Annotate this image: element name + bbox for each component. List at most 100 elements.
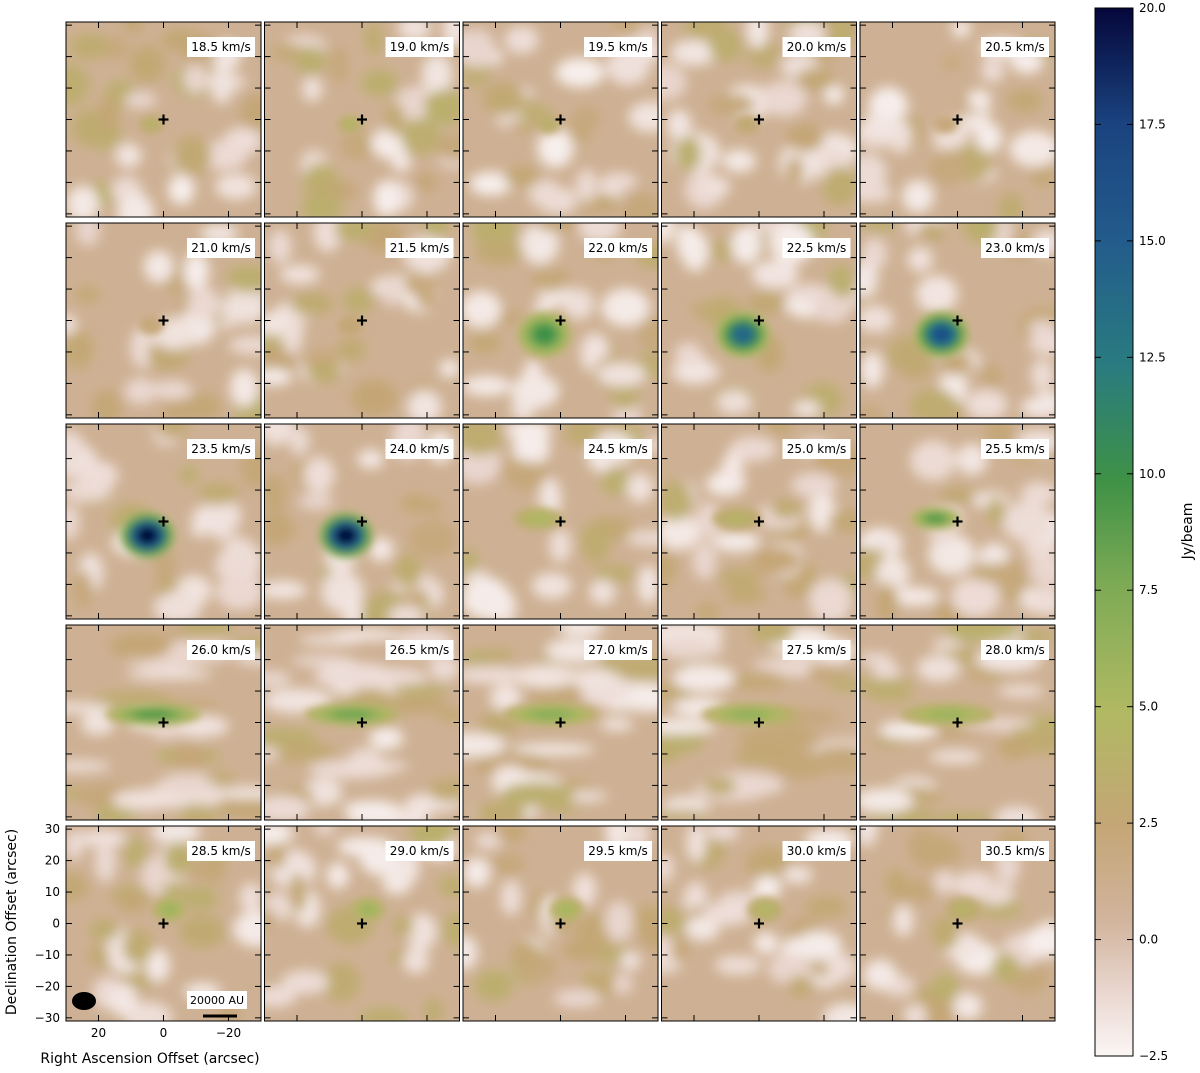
channel-panel: 19.0 km/s <box>264 21 460 218</box>
panel-ticks <box>661 826 857 1021</box>
velocity-label: 30.5 km/s <box>985 844 1044 858</box>
scale-bar-label-box <box>187 991 247 1009</box>
noise-texture <box>463 22 658 217</box>
velocity-label: 28.0 km/s <box>985 643 1044 657</box>
velocity-label: 20.5 km/s <box>985 40 1044 54</box>
source-marker <box>357 114 367 125</box>
velocity-label: 22.0 km/s <box>588 241 647 255</box>
channel-panel: 21.0 km/s <box>65 222 262 419</box>
emission-blob <box>716 311 770 358</box>
scale-bar-label: 20000 AU <box>190 994 244 1007</box>
velocity-label-box <box>981 439 1049 459</box>
emission-blob <box>502 703 599 726</box>
emission-blob <box>319 512 373 559</box>
source-marker <box>952 114 963 125</box>
channel-panel: 20.0 km/s <box>661 21 857 218</box>
channel-panel: 24.0 km/s <box>264 423 460 620</box>
channel-panel: 30.0 km/s <box>661 825 857 1022</box>
emission-blob <box>350 897 386 922</box>
channel-panel: 28.5 km/s 20 0 −20 30 20 10 0 −10 −20 −30 20000 AU <box>35 822 262 1040</box>
panel-ticks <box>463 826 658 1021</box>
emission-blob <box>945 897 982 922</box>
source-marker <box>158 315 169 326</box>
velocity-label: 23.5 km/s <box>191 442 250 456</box>
panel-ticks <box>661 223 857 418</box>
x-tick-label: 20 <box>91 1026 106 1040</box>
velocity-label-box <box>981 238 1049 258</box>
source-marker <box>754 516 764 527</box>
velocity-label: 21.5 km/s <box>390 241 449 255</box>
beam-ellipse <box>72 992 96 1010</box>
source-marker <box>555 918 566 929</box>
channel-panel: 21.5 km/s <box>264 222 460 419</box>
velocity-label-box <box>981 640 1049 660</box>
channel-panel: 23.0 km/s <box>859 222 1056 419</box>
panel-ticks <box>264 223 460 418</box>
panel-ticks <box>66 223 261 418</box>
emission-blob <box>914 311 969 358</box>
emission-blob <box>712 507 762 530</box>
noise-texture <box>661 826 857 1021</box>
channel-panel: 24.5 km/s <box>462 423 659 620</box>
source-marker <box>357 516 367 527</box>
panel-ticks <box>463 424 658 619</box>
colorbar-tick-label: 7.5 <box>1139 583 1158 597</box>
panel-ticks <box>66 625 261 820</box>
velocity-label: 19.0 km/s <box>390 40 449 54</box>
velocity-label-box <box>187 439 255 459</box>
source-marker <box>357 717 367 728</box>
noise-texture <box>264 629 460 820</box>
panel-ticks <box>463 223 658 418</box>
panel-ticks <box>264 826 460 1021</box>
noise-texture <box>860 625 1055 820</box>
channel-panel: 26.0 km/s <box>65 624 262 821</box>
velocity-label-box <box>385 238 454 258</box>
noise-texture <box>463 223 658 418</box>
velocity-label-box <box>385 439 454 459</box>
channel-panel: 26.5 km/s <box>264 624 460 821</box>
panel-ticks <box>66 424 261 619</box>
velocity-label-box <box>385 841 454 861</box>
emission-blob <box>734 115 760 134</box>
channel-panel: 23.5 km/s <box>65 423 262 620</box>
velocity-label-box <box>584 640 652 660</box>
y-tick-label: 30 <box>45 822 60 836</box>
noise-texture <box>271 22 460 217</box>
emission-blob <box>899 703 996 726</box>
velocity-label: 25.5 km/s <box>985 442 1044 456</box>
y-axis-label: Declination Offset (arcsec) <box>4 829 20 1015</box>
noise-texture <box>661 223 857 418</box>
colorbar-tick-label: 15.0 <box>1139 234 1166 248</box>
panel-ticks <box>661 22 857 217</box>
source-marker <box>158 918 169 929</box>
panel-ticks <box>860 22 1055 217</box>
x-tick-label: 0 <box>160 1026 168 1040</box>
channel-panel: 25.5 km/s <box>859 423 1056 620</box>
emission-blob <box>747 897 783 922</box>
velocity-label: 18.5 km/s <box>191 40 250 54</box>
colorbar-tick-label: 2.5 <box>1139 816 1158 830</box>
source-marker <box>555 315 566 326</box>
velocity-label-box <box>782 37 851 57</box>
panel-ticks <box>66 22 261 217</box>
velocity-label-box <box>782 640 851 660</box>
panel-ticks <box>66 826 261 1021</box>
velocity-label: 28.5 km/s <box>191 844 250 858</box>
velocity-label: 19.5 km/s <box>588 40 647 54</box>
emission-blob <box>304 703 400 726</box>
velocity-label-box <box>981 37 1049 57</box>
velocity-label-box <box>981 841 1049 861</box>
panel-ticks <box>463 625 658 820</box>
channel-panel: 25.0 km/s <box>661 423 857 620</box>
velocity-label: 27.5 km/s <box>787 643 846 657</box>
y-tick-label: 0 <box>52 917 60 931</box>
source-marker <box>754 114 764 125</box>
x-axis-label: Right Ascension Offset (arcsec) <box>40 1051 259 1067</box>
source-marker <box>357 315 367 326</box>
noise-texture <box>66 22 261 217</box>
velocity-label: 24.0 km/s <box>390 442 449 456</box>
panel-ticks <box>463 22 658 217</box>
source-marker <box>952 918 963 929</box>
y-tick-label: −20 <box>35 979 60 993</box>
source-marker <box>158 516 169 527</box>
